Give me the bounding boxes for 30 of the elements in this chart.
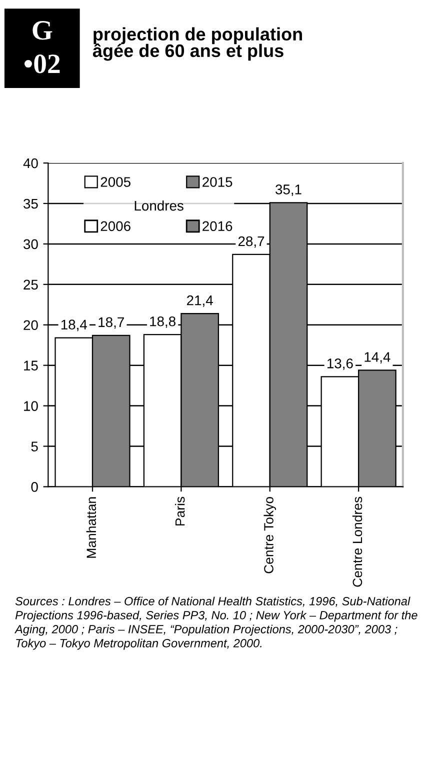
y-tick-label: 10	[24, 401, 38, 411]
y-tick-label: 20	[24, 320, 38, 330]
data-label: 18,8	[150, 316, 176, 328]
y-tick-label: 0	[31, 482, 38, 492]
y-tick-label: 5	[31, 442, 38, 452]
chart-title: projection de population âgée de 60 ans et plus	[92, 27, 302, 61]
legend-label: 2015	[202, 177, 232, 187]
x-tick-label: Manhattan	[86, 497, 96, 558]
legend-title: Londres	[134, 200, 184, 211]
x-tick-label: Paris	[175, 496, 185, 526]
x-tick-label: Centre Tokyo	[264, 496, 276, 574]
data-label: 35,1	[276, 184, 302, 196]
y-tick-label: 30	[24, 239, 38, 250]
data-label: 21,4	[187, 295, 213, 307]
source-note: Sources : Londres – Office of National Health Statistics, 1996, Sub-National Projections 1996-based, Series PP3, No. 10 ; New York – Department for the Aging, 2000 ; Paris – INSEE, “Population Projections, 2000-2030”, 2003 ; Tokyo – Tokyo Metropolitan Government, 2000.	[14, 596, 418, 650]
data-label: 14,4	[364, 352, 390, 364]
data-label: 13,6	[327, 358, 353, 370]
y-tick-label: 15	[24, 360, 38, 370]
x-tick-label: Centre Londres	[352, 496, 362, 587]
data-label: 28,7	[238, 236, 264, 248]
y-tick-label: 35	[24, 198, 38, 209]
data-label: 18,7	[98, 317, 124, 329]
y-tick-label: 40	[23, 158, 38, 168]
annotation: 2016	[202, 221, 232, 232]
text: •02	[24, 54, 60, 74]
text: G	[32, 21, 52, 40]
data-label: 18,4	[61, 320, 87, 332]
legend-label: 2005	[100, 177, 130, 187]
annotation: 2006	[100, 221, 130, 232]
y-tick-label: 25	[24, 280, 38, 290]
